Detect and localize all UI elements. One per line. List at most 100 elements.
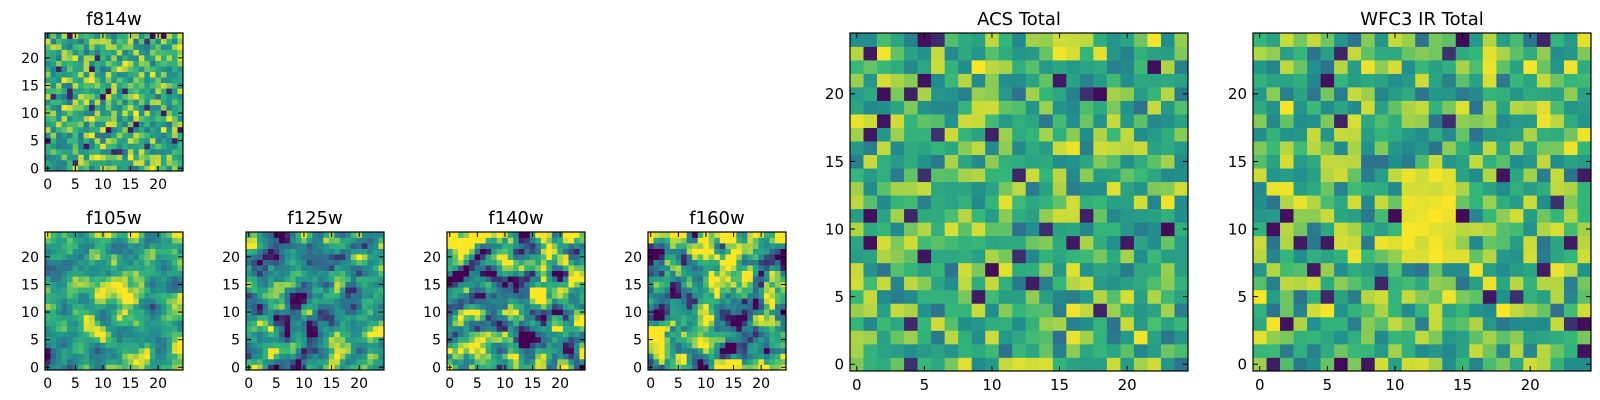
heatmap-cell: [177, 298, 184, 305]
heatmap-cell: [356, 270, 363, 277]
heatmap-cell: [1120, 141, 1135, 156]
heatmap-cell: [177, 248, 184, 255]
heatmap-cell: [452, 342, 459, 349]
heatmap-cell: [551, 358, 558, 365]
heatmap-cell: [1093, 33, 1108, 47]
heatmap-cell: [1147, 195, 1162, 210]
heatmap-cell: [284, 364, 291, 371]
heatmap-cell: [127, 303, 134, 310]
heatmap-cell: [1374, 100, 1389, 115]
heatmap-cell: [474, 298, 481, 305]
heatmap-cell: [1428, 357, 1443, 372]
x-tick-label: 10: [1385, 376, 1404, 394]
heatmap-cell: [295, 347, 302, 354]
heatmap-cell: [155, 353, 162, 360]
heatmap-cell: [686, 303, 693, 310]
heatmap-cell: [78, 325, 84, 332]
heatmap-cell: [1550, 100, 1565, 115]
heatmap-cell: [1012, 303, 1027, 318]
heatmap-cell: [469, 248, 475, 255]
heatmap-cell: [89, 77, 96, 84]
heatmap-cell: [458, 292, 464, 299]
heatmap-cell: [144, 49, 151, 56]
heatmap-cell: [463, 292, 470, 299]
heatmap-cell: [659, 353, 665, 360]
heatmap-cell: [171, 309, 178, 316]
heatmap-cell: [736, 292, 743, 299]
heatmap-cell: [958, 168, 973, 183]
heatmap-cell: [877, 276, 891, 291]
heatmap-cell: [491, 248, 498, 255]
heatmap-cell: [149, 77, 156, 84]
heatmap-cell: [138, 336, 145, 343]
heatmap-cell: [94, 303, 101, 310]
heatmap-cell: [774, 270, 781, 277]
heatmap-cell: [279, 248, 285, 255]
heatmap-cell: [458, 287, 464, 294]
heatmap-cell: [1280, 181, 1294, 196]
heatmap-cell: [138, 33, 145, 39]
heatmap-cell: [703, 276, 710, 283]
heatmap-cell: [105, 143, 112, 150]
heatmap-cell: [295, 292, 302, 299]
heatmap-cell: [1052, 154, 1067, 169]
heatmap-cell: [89, 33, 96, 39]
heatmap-cell: [138, 331, 145, 338]
heatmap-cell: [361, 270, 368, 277]
heatmap-cell: [133, 309, 140, 316]
heatmap-cell: [551, 342, 558, 349]
heatmap-cell: [1442, 330, 1457, 345]
heatmap-cell: [105, 314, 112, 321]
heatmap-cell: [540, 237, 547, 244]
heatmap-cell: [1106, 330, 1121, 345]
heatmap-cell: [469, 342, 475, 349]
heatmap-cell: [850, 316, 864, 331]
heatmap-cell: [758, 331, 765, 338]
heatmap-cell: [116, 88, 123, 95]
heatmap-cell: [1563, 33, 1578, 47]
heatmap-cell: [67, 303, 73, 310]
heatmap-cell: [758, 320, 765, 327]
heatmap-cell: [155, 99, 162, 106]
heatmap-cell: [877, 222, 891, 237]
heatmap-cell: [149, 165, 156, 172]
heatmap-cell: [529, 298, 536, 305]
heatmap-cell: [529, 347, 536, 354]
heatmap-cell: [317, 320, 324, 327]
heatmap-cell: [944, 46, 959, 61]
heatmap-cell: [155, 159, 162, 166]
heatmap-cell: [1280, 276, 1294, 291]
heatmap-cell: [89, 137, 96, 144]
heatmap-cell: [1482, 235, 1497, 250]
heatmap-cell: [290, 314, 297, 321]
heatmap-cell: [149, 232, 156, 238]
heatmap-cell: [1361, 100, 1376, 115]
heatmap-cell: [507, 353, 514, 360]
heatmap-cell: [166, 265, 173, 271]
heatmap-cell: [61, 49, 68, 56]
heatmap-cell: [177, 143, 184, 150]
heatmap-cell: [1320, 357, 1335, 372]
heatmap-cell: [257, 347, 263, 354]
heatmap-cell: [1415, 127, 1430, 142]
heatmap-cell: [480, 364, 486, 371]
heatmap-cell: [67, 159, 73, 166]
heatmap-cell: [284, 248, 291, 255]
heatmap-cell: [670, 232, 676, 238]
heatmap-cell: [1482, 289, 1497, 304]
heatmap-cell: [863, 73, 878, 88]
heatmap-cell: [1106, 127, 1121, 142]
heatmap-cell: [1523, 154, 1538, 169]
heatmap-cell: [89, 82, 96, 89]
heatmap-cell: [714, 243, 721, 249]
heatmap-cell: [985, 235, 1000, 250]
heatmap-cell: [78, 237, 84, 244]
heatmap-cell: [496, 248, 503, 255]
heatmap-cell: [1079, 60, 1094, 74]
heatmap-cell: [1415, 343, 1430, 358]
heatmap-cell: [61, 314, 68, 321]
heatmap-cell: [1293, 181, 1308, 196]
heatmap-cell: [518, 331, 525, 338]
heatmap-cell: [1025, 195, 1040, 210]
